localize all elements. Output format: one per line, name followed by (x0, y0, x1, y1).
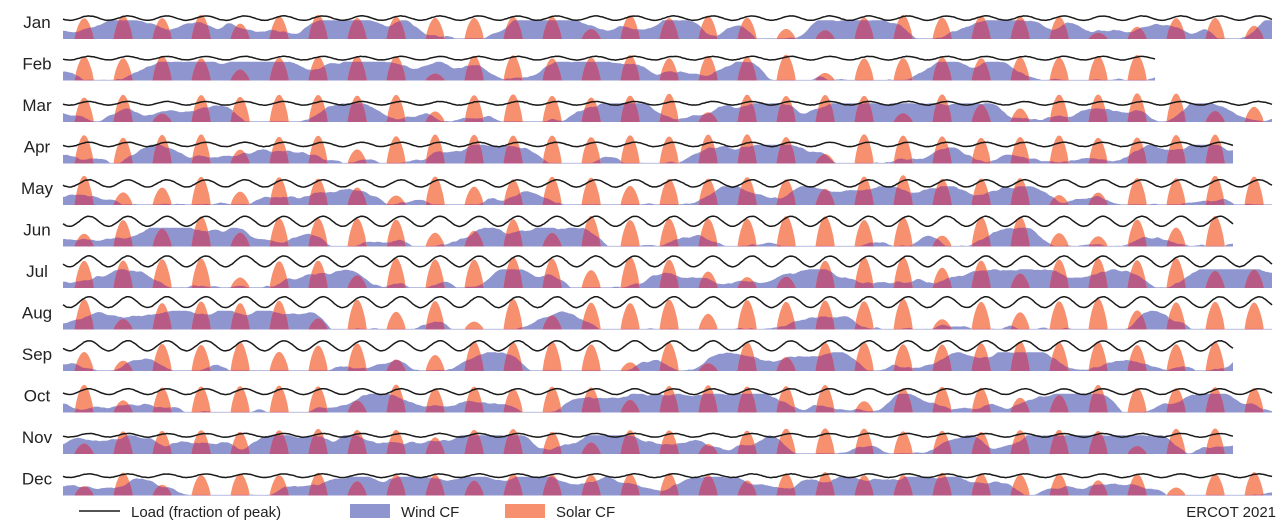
month-row-nov: Nov (22, 428, 1234, 454)
load-line (62, 100, 1273, 106)
wind-solar-overlap-area (63, 61, 1155, 81)
wind-solar-overlap-area (63, 186, 1272, 205)
month-label: Aug (22, 304, 52, 323)
legend-wind-label: Wind CF (401, 504, 459, 521)
month-row-jun: Jun (23, 215, 1234, 247)
month-row-sep: Sep (22, 339, 1234, 371)
month-label: Oct (24, 387, 51, 406)
month-label: Nov (22, 428, 53, 447)
load-line (62, 339, 1234, 352)
month-label: Apr (24, 138, 51, 157)
month-row-jul: Jul (26, 255, 1273, 288)
legend-load-label: Load (fraction of peak) (131, 504, 281, 521)
month-row-mar: Mar (22, 93, 1273, 122)
month-label: Dec (22, 470, 53, 489)
legend: Load (fraction of peak) Wind CF Solar CF… (79, 504, 1276, 521)
wind-solar-overlap-area (63, 144, 1233, 164)
legend-solar-label: Solar CF (556, 504, 615, 521)
load-line (62, 141, 1234, 148)
wind-solar-overlap-area (63, 435, 1233, 454)
month-label: Jul (26, 262, 48, 281)
wind-solar-overlap-area (63, 393, 1272, 413)
load-line (62, 387, 1273, 396)
month-row-dec: Dec (22, 470, 1273, 496)
wind-solar-overlap-area (63, 352, 1233, 371)
solar-cf-area (63, 472, 1272, 496)
wind-solar-overlap-area (63, 476, 1272, 496)
wind-solar-overlap-area (63, 269, 1272, 288)
month-row-aug: Aug (22, 295, 1273, 330)
legend-wind-swatch (350, 504, 390, 518)
month-rows: Jan Feb Mar Apr May Jun Jul Aug Sep Oct Nov Dec (21, 13, 1273, 496)
solar-cf-area (63, 215, 1233, 247)
month-label: Feb (22, 55, 51, 74)
wind-cf-area (63, 310, 1272, 330)
load-line (62, 295, 1273, 309)
wind-solar-overlap-area (63, 103, 1272, 122)
month-label: May (21, 179, 54, 198)
wind-solar-overlap-area (63, 20, 1272, 39)
load-line (62, 55, 1156, 61)
source-label: ERCOT 2021 (1186, 504, 1276, 521)
month-label: Jan (23, 13, 50, 32)
solar-cf-area (63, 298, 1272, 330)
month-label: Sep (22, 345, 52, 364)
month-label: Jun (23, 221, 50, 240)
load-line (62, 472, 1273, 479)
month-row-oct: Oct (24, 384, 1273, 413)
solar-cf-area (63, 175, 1272, 205)
wind-solar-overlap-area (63, 227, 1233, 247)
load-line (62, 178, 1273, 188)
month-row-feb: Feb (22, 55, 1156, 81)
legend-solar-swatch (505, 504, 545, 518)
load-line (62, 15, 1273, 22)
month-row-may: May (21, 175, 1273, 205)
solar-cf-area (63, 256, 1272, 288)
month-row-jan: Jan (23, 13, 1273, 40)
month-label: Mar (22, 96, 52, 115)
load-line (62, 215, 1234, 228)
wind-cf-area (63, 61, 1155, 81)
load-line (62, 255, 1273, 268)
month-row-apr: Apr (24, 134, 1234, 164)
load-line (62, 432, 1234, 438)
